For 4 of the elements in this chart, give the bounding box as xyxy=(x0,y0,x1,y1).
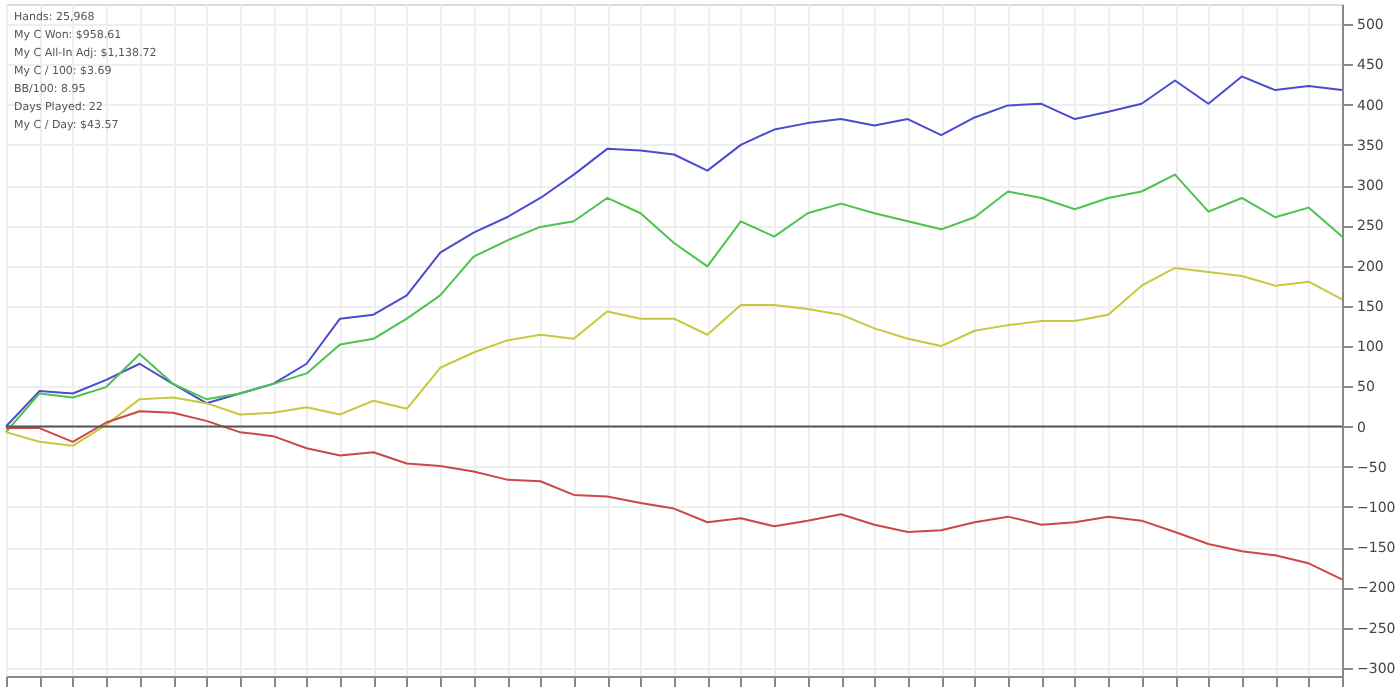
line-series xyxy=(5,173,1343,434)
line-series xyxy=(5,410,1343,581)
line-series xyxy=(5,75,1343,428)
line-series xyxy=(5,266,1343,447)
